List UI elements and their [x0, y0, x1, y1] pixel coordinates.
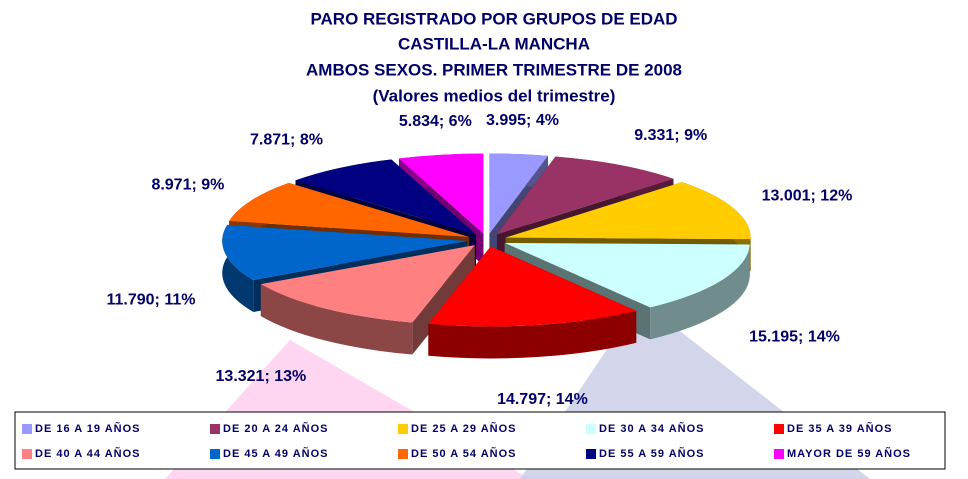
data-label: 13.321; 13% [216, 368, 307, 385]
chart-title: (Valores medios del trimestre) [373, 86, 616, 105]
slice-side [260, 284, 413, 355]
legend-label: DE 30 A 34 AÑOS [599, 422, 704, 435]
data-label: 8.971; 9% [151, 177, 224, 194]
legend-swatch [586, 424, 596, 434]
slice-side [428, 310, 637, 359]
chart-title: PARO REGISTRADO POR GRUPOS DE EDAD [310, 9, 677, 28]
slice-top [496, 156, 674, 235]
legend-swatch [586, 449, 596, 459]
slice-top [489, 153, 548, 234]
slice-top [504, 242, 750, 308]
slice-top [295, 159, 476, 235]
slice [260, 245, 475, 355]
legend-swatch [774, 449, 784, 459]
legend-label: DE 25 A 29 AÑOS [411, 422, 516, 435]
legend-label: DE 20 A 24 AÑOS [223, 422, 328, 435]
legend [14, 411, 946, 470]
slice-top [222, 224, 468, 281]
legend-label: DE 35 A 39 AÑOS [787, 422, 892, 435]
slice-side [650, 244, 750, 340]
slice-top [399, 153, 484, 234]
slice [428, 246, 637, 359]
legend-swatch [210, 424, 220, 434]
data-label: 7.871; 8% [250, 131, 323, 148]
chart-title: CASTILLA-LA MANCHA [398, 34, 590, 53]
legend-label: DE 45 A 49 AÑOS [223, 447, 328, 460]
legend-swatch [22, 449, 32, 459]
data-label: 14.797; 14% [497, 391, 588, 408]
legend-label: DE 16 A 19 AÑOS [35, 422, 140, 435]
legend-swatch [398, 449, 408, 459]
legend-swatch [210, 449, 220, 459]
data-label: 3.995; 4% [486, 112, 559, 129]
chart-title: AMBOS SEXOS. PRIMER TRIMESTRE DE 2008 [306, 60, 682, 79]
slice-side [222, 224, 254, 313]
data-label: 9.331; 9% [634, 127, 707, 144]
slice-top [428, 246, 637, 327]
data-label: 11.790; 11% [107, 292, 196, 309]
slice-top [229, 182, 470, 238]
legend-swatch [398, 424, 408, 434]
legend-swatch [22, 424, 32, 434]
data-label: 13.001; 12% [762, 187, 853, 204]
data-label: 15.195; 14% [749, 328, 840, 345]
legend-label: DE 50 A 54 AÑOS [411, 447, 516, 460]
legend-swatch [774, 424, 784, 434]
legend-label: DE 55 A 59 AÑOS [599, 447, 704, 460]
legend-label: DE 40 A 44 AÑOS [35, 447, 140, 460]
slice-top [260, 245, 475, 323]
slice-top [505, 182, 751, 240]
legend-label: MAYOR DE 59 AÑOS [787, 447, 911, 460]
data-label: 5.834; 6% [399, 113, 472, 130]
